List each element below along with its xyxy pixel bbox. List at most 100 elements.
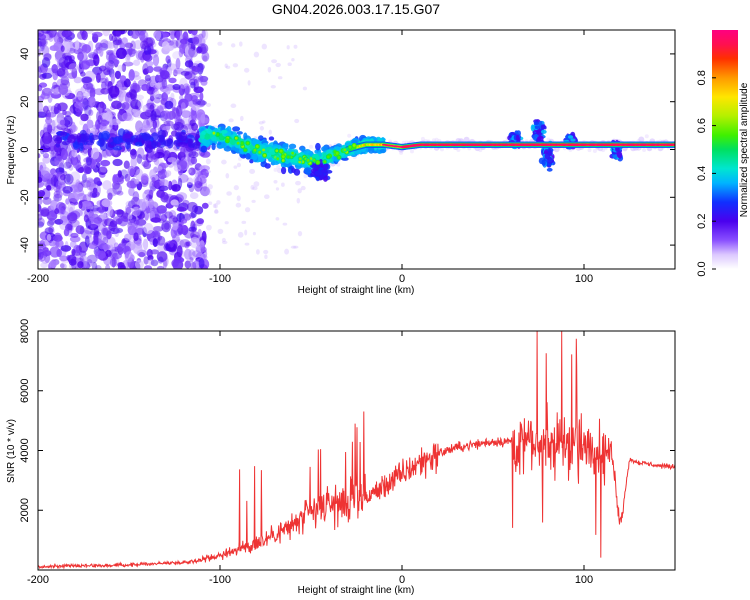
spectrogram-cell-2944 <box>546 167 553 172</box>
spectrogram-cell-2888 <box>533 133 539 138</box>
spectrogram-cell-1393 <box>191 66 201 72</box>
spectrogram-cell-4045 <box>326 155 330 159</box>
spectrogram-cell-1271 <box>164 211 173 219</box>
spectrogram-cell-1435 <box>290 245 297 249</box>
spectrogram-cell-933 <box>71 248 76 256</box>
spectrogram-cell-4049 <box>291 151 294 155</box>
spectrogram-cell-765 <box>136 154 143 164</box>
spectrogram-cell-1378 <box>151 181 161 188</box>
spectrogram-cell-1612 <box>60 131 67 137</box>
spectrogram-cell-1319 <box>38 30 45 37</box>
spectrogram-cell-738 <box>38 170 42 179</box>
spectrogram-cell-1364 <box>143 222 154 235</box>
spectrogram-cell-1010 <box>54 218 64 225</box>
spectrogram-cell-1483 <box>221 159 227 165</box>
spectrogram-cell-1102 <box>158 179 170 188</box>
spectrogram-cell-774 <box>189 192 199 199</box>
spectrogram-cell-573 <box>123 160 130 169</box>
spectrogram-cell-148 <box>68 164 74 171</box>
spectrogram-cell-1397 <box>155 30 162 40</box>
spectrogram-cell-1434 <box>270 85 276 89</box>
spectrogram-cell-768 <box>137 211 146 220</box>
spectrogram-cell-1334 <box>104 111 113 122</box>
spectrogram-cell-1479 <box>275 62 281 68</box>
spectrogram-cell-1230 <box>67 72 78 79</box>
spectrogram-heatmap <box>38 30 675 269</box>
spectrogram-cell-1120 <box>117 170 122 178</box>
spectrogram-cell-1482 <box>214 209 219 214</box>
spectrogram-cell-1975 <box>642 148 647 152</box>
spectrogram-cell-1311 <box>111 252 122 260</box>
spectrogram-cell-2278 <box>209 126 215 131</box>
spectrogram-cell-3106 <box>615 146 620 153</box>
spectrogram-cell-1485 <box>228 118 234 123</box>
spectrogram-cell-1379 <box>149 81 155 88</box>
spectrogram-cell-641 <box>75 109 82 118</box>
spectrogram-cell-2442 <box>258 135 264 141</box>
colorbar-tick-label-2: 0.4 <box>696 166 708 181</box>
spectrogram-cell-1135 <box>158 185 169 192</box>
spectrogram-cell-734 <box>168 77 177 84</box>
spectrogram-cell-1649 <box>83 133 90 141</box>
spectrogram-cell-1484 <box>226 191 232 196</box>
spectrogram-x-tick-label-1: -100 <box>209 273 231 285</box>
spectrogram-cell-145 <box>108 33 114 42</box>
figure-title: GN04.2026.003.17.15.G07 <box>272 1 440 17</box>
spectrogram-cell-1460 <box>249 168 256 174</box>
spectrogram-cell-904 <box>59 255 69 262</box>
spectrogram-cell-2688 <box>222 141 227 149</box>
spectrogram-cell-1014 <box>172 51 183 60</box>
spectrogram-cell-909 <box>53 41 64 52</box>
spectrogram-cell-889 <box>184 60 194 68</box>
spectrogram-cell-986 <box>141 83 150 92</box>
spectrogram-cell-1337 <box>65 157 73 169</box>
spectrogram-cell-773 <box>106 187 118 197</box>
spectrogram-cell-1416 <box>214 203 218 209</box>
spectrogram-cell-312 <box>143 256 149 265</box>
spectrogram-cell-1428 <box>212 203 217 209</box>
spectrogram-cell-1425 <box>253 51 260 58</box>
spectrogram-cell-231 <box>142 238 149 251</box>
spectrogram-cell-1444 <box>224 221 229 225</box>
spectrogram-cell-1221 <box>43 173 54 179</box>
spectrogram-cell-1279 <box>108 223 118 232</box>
spectrogram-cell-1211 <box>172 83 181 91</box>
spectrogram-cell-659 <box>132 191 140 202</box>
spectrogram-cell-812 <box>48 217 56 225</box>
spectrogram-cell-1821 <box>431 138 436 143</box>
spectrogram-cell-1440 <box>235 202 242 208</box>
spectrogram-cell-2618 <box>379 149 386 154</box>
spectrogram-cell-4057 <box>234 136 238 140</box>
spectrogram-cell-1178 <box>99 165 107 173</box>
spectrogram-cell-1001 <box>38 248 44 260</box>
spectrogram-cell-577 <box>78 166 85 172</box>
spectrogram-cell-1160 <box>89 96 96 107</box>
spectrogram-cell-2694 <box>303 167 313 174</box>
spectrogram-cell-1242 <box>98 240 106 250</box>
spectrogram-cell-1289 <box>93 54 100 67</box>
spectrogram-cell-1281 <box>90 158 97 170</box>
spectrogram-cell-895 <box>189 257 194 263</box>
spectrogram-cell-1421 <box>225 173 230 179</box>
spectrogram-cell-1167 <box>54 155 65 168</box>
spectrogram-cell-1405 <box>236 162 241 168</box>
spectrogram-cell-1613 <box>113 136 123 145</box>
spectrogram-cell-3997 <box>262 148 265 152</box>
spectrogram-cell-1125 <box>54 54 66 63</box>
spectrogram-cell-2687 <box>205 140 211 145</box>
spectrogram-cell-1009 <box>62 263 67 269</box>
spectrogram-cell-1390 <box>150 217 162 223</box>
spectrogram-cell-1237 <box>176 159 188 171</box>
spectrogram-cell-792 <box>149 95 155 102</box>
spectrogram-cell-46 <box>64 92 76 100</box>
spectrogram-cell-225 <box>191 30 198 36</box>
spectrogram-cell-2757 <box>314 170 323 176</box>
snr-y-tick-label-2: 6000 <box>19 379 31 403</box>
spectrogram-cell-1317 <box>112 216 124 225</box>
spectrogram-cell-1939 <box>592 149 597 153</box>
spectrogram-x-tick-label-3: 100 <box>575 273 593 285</box>
spectrogram-cell-1098 <box>85 86 96 93</box>
spectrogram-cell-1031 <box>180 37 187 50</box>
spectrogram-cell-766 <box>153 158 160 166</box>
spectrogram-cell-1074 <box>160 191 169 203</box>
